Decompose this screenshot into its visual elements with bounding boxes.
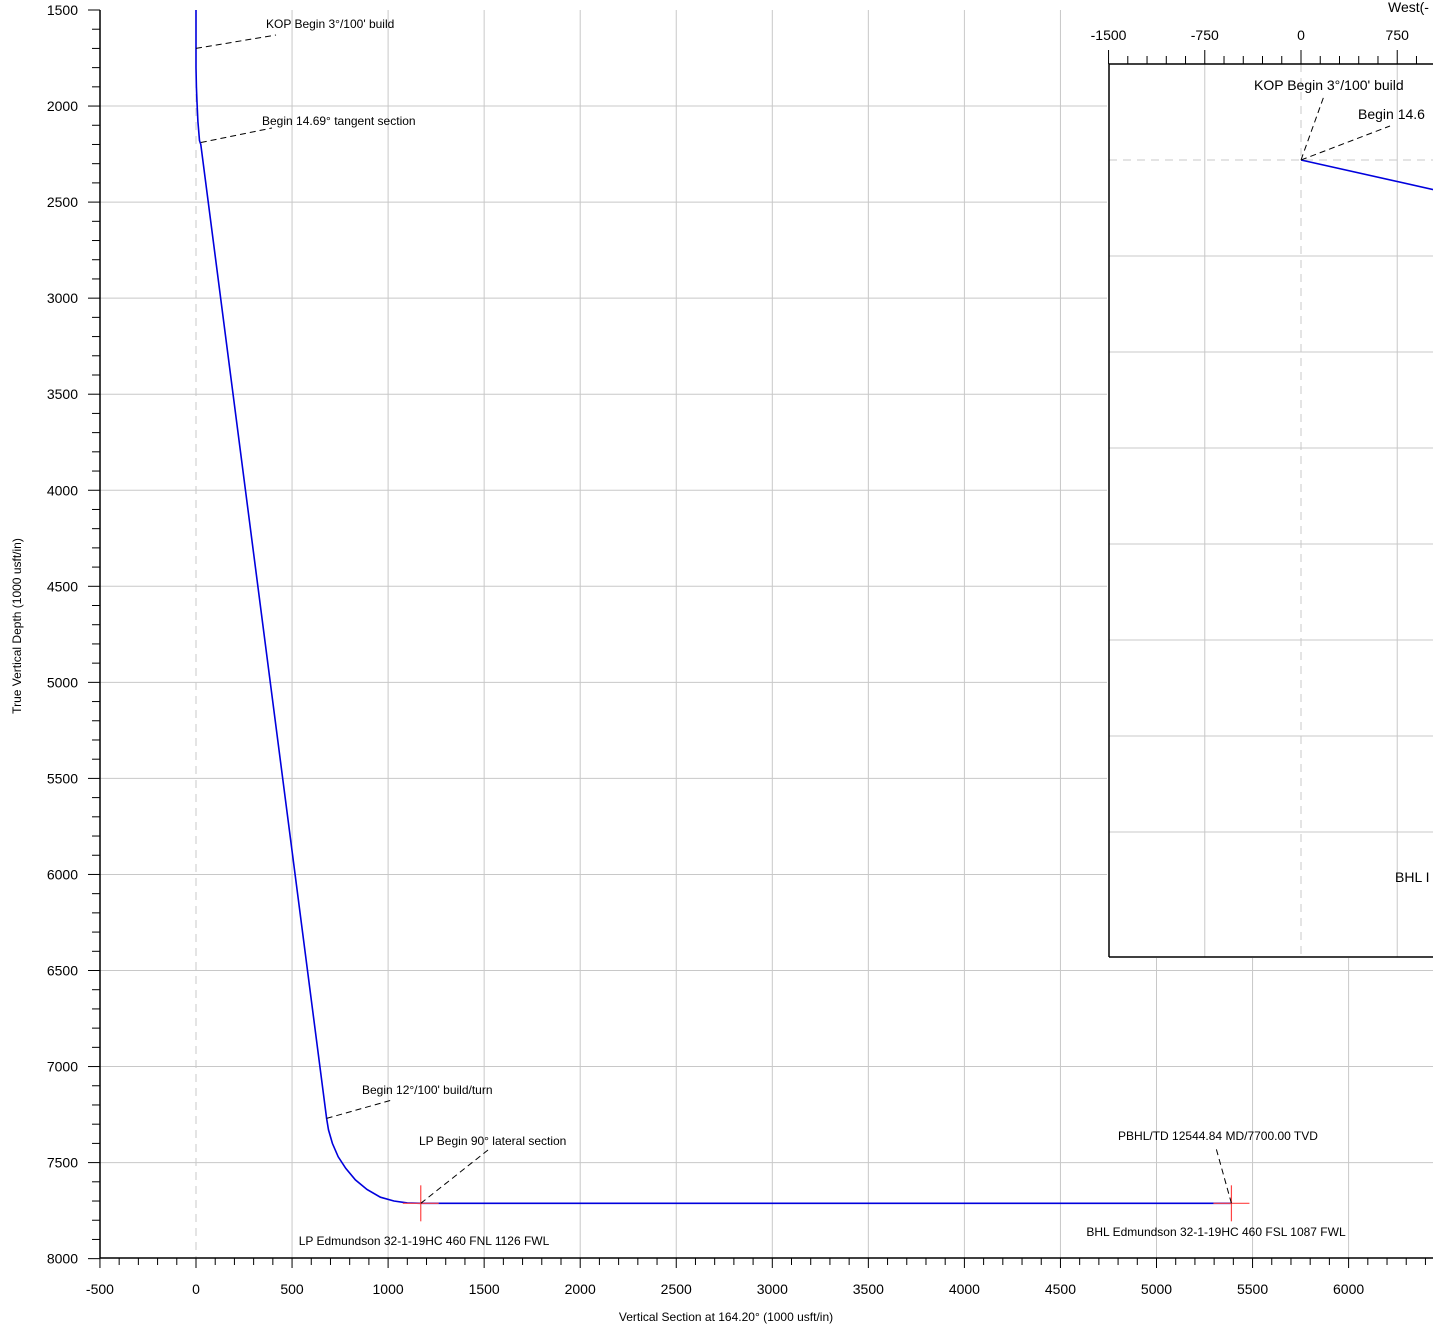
y-tick-label: 6000 — [47, 866, 78, 882]
y-tick-label: 3000 — [47, 290, 78, 306]
y-tick-label: 7000 — [47, 1059, 78, 1075]
x-tick-label: 4000 — [949, 1281, 980, 1297]
x-tick-label: 2000 — [565, 1281, 596, 1297]
y-tick-label: 8000 — [47, 1251, 78, 1267]
y-tick-label: 6500 — [47, 963, 78, 979]
annotation-label: Begin 14.69° tangent section — [262, 114, 416, 128]
x-tick-label: 0 — [192, 1281, 200, 1297]
x-axis-label: Vertical Section at 164.20° (1000 usft/i… — [619, 1310, 833, 1324]
plan-view-inset: -1500 -750 0 750 West(- KOP Begin 3°/100' bui… — [1091, 0, 1433, 958]
plan-view-panel — [1107, 0, 1433, 958]
inset-tick-label: -750 — [1191, 27, 1219, 43]
x-tick-label: 5500 — [1237, 1281, 1268, 1297]
inset-leader — [1300, 125, 1391, 161]
inset-annotation: Begin 14.6 — [1358, 106, 1425, 122]
annotation-layer: KOP Begin 3°/100' build Begin 14.69° tang… — [195, 17, 1346, 1248]
y-tick-label: 4000 — [47, 482, 78, 498]
x-tick-label: 500 — [280, 1281, 304, 1297]
annotation-leader — [420, 1149, 489, 1204]
y-tick-label: 5500 — [47, 770, 78, 786]
annotation-leader — [326, 1099, 393, 1119]
annotation-leader — [200, 127, 273, 144]
vertical-section-tick-labels: -500 0 500 1000 1500 2000 2500 3000 3500 4000 4500… — [47, 2, 1365, 1297]
annotation-label: PBHL/TD 12544.84 MD/7700.00 TVD — [1118, 1129, 1318, 1143]
x-tick-label: 1500 — [469, 1281, 500, 1297]
inset-axis-label: West(- — [1388, 0, 1429, 15]
x-tick-label: 6000 — [1333, 1281, 1364, 1297]
inset-wellbore-path — [1300, 159, 1433, 191]
inset-annotation: BHL I — [1395, 869, 1430, 885]
x-tick-label: 4500 — [1045, 1281, 1076, 1297]
y-tick-label: 1500 — [47, 2, 78, 18]
annotation-label: BHL Edmundson 32-1-19HC 460 FSL 1087 FWL — [1086, 1225, 1346, 1239]
annotation-label: LP Edmundson 32-1-19HC 460 FNL 1126 FWL — [299, 1234, 550, 1248]
y-tick-label: 7500 — [47, 1155, 78, 1171]
inset-leader — [1300, 95, 1325, 161]
annotation-leader — [1215, 1147, 1232, 1204]
wellbore-path-layer — [195, 10, 1232, 1205]
y-tick-label: 2500 — [47, 194, 78, 210]
x-tick-label: 3500 — [853, 1281, 884, 1297]
annotation-label: KOP Begin 3°/100' build — [266, 17, 394, 31]
inset-annotation: KOP Begin 3°/100' build — [1254, 77, 1404, 93]
annotation-label: LP Begin 90° lateral section — [419, 1134, 566, 1148]
x-tick-label: 3000 — [757, 1281, 788, 1297]
annotation-label: Begin 12°/100' build/turn — [362, 1083, 493, 1097]
y-tick-label: 4500 — [47, 578, 78, 594]
y-axis-label: True Vertical Depth (1000 usft/in) — [10, 538, 24, 714]
annotation-leader — [195, 34, 277, 49]
inset-tick-label: 750 — [1386, 27, 1410, 43]
y-tick-label: 2000 — [47, 98, 78, 114]
x-tick-label: 2500 — [661, 1281, 692, 1297]
y-tick-label: 3500 — [47, 386, 78, 402]
vertical-section-axes — [88, 9, 1433, 1268]
inset-tick-label: -1500 — [1091, 27, 1127, 43]
x-tick-label: 5000 — [1141, 1281, 1172, 1297]
x-tick-label: 1000 — [373, 1281, 404, 1297]
x-tick-label: -500 — [86, 1281, 114, 1297]
inset-tick-label: 0 — [1297, 27, 1305, 43]
y-tick-label: 5000 — [47, 674, 78, 690]
wellbore-path — [195, 10, 1232, 1205]
